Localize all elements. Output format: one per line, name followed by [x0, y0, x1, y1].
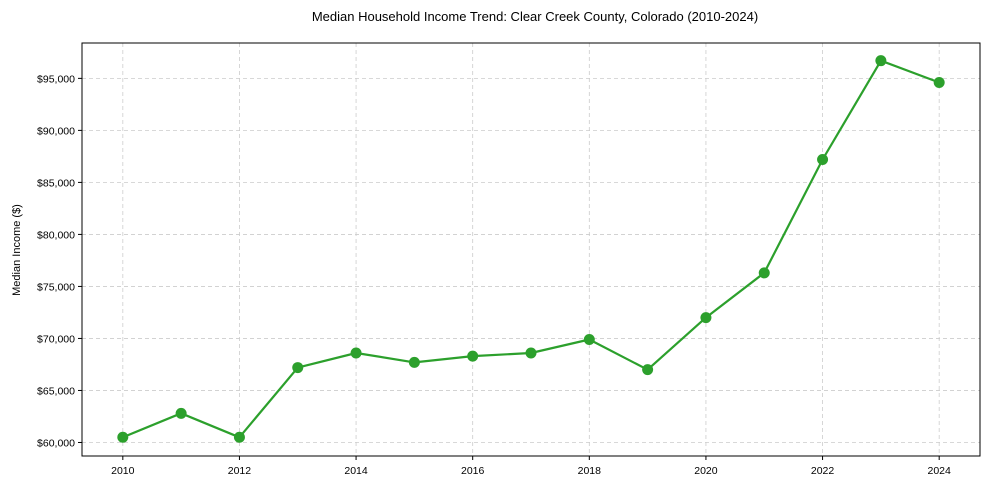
- y-axis-ticks: $60,000 $65,000 $70,000 $75,000 $80,000 $85,0…: [37, 73, 82, 449]
- chart-title: Median Household Income Trend: Clear Cre…: [312, 9, 758, 24]
- data-point-marker: [175, 407, 187, 419]
- plot-area-frame: [81, 42, 981, 457]
- data-point-marker: [700, 312, 712, 324]
- data-point-marker: [758, 267, 770, 279]
- y-axis-label: Median Income ($): [11, 204, 23, 296]
- gridlines: [82, 43, 980, 456]
- y-tick-label: $95,000: [37, 73, 75, 85]
- y-tick-label: $70,000: [37, 333, 75, 345]
- series-median-income: [117, 55, 945, 443]
- data-point-marker: [933, 77, 945, 89]
- y-tick-label: $90,000: [37, 125, 75, 137]
- x-tick-label: 2020: [694, 465, 718, 477]
- x-axis-ticks: 2010 2012 2014 2016 2018 2020 2022 2024: [111, 456, 951, 477]
- x-tick-label: 2012: [228, 465, 252, 477]
- y-tick-label: $60,000: [37, 437, 75, 449]
- data-point-marker: [817, 154, 829, 166]
- x-tick-label: 2016: [461, 465, 485, 477]
- x-tick-label: 2018: [578, 465, 602, 477]
- data-line: [122, 59, 940, 439]
- x-tick-label: 2024: [928, 465, 952, 477]
- data-point-marker: [350, 347, 362, 359]
- data-point-marker: [408, 356, 420, 368]
- data-point-marker: [875, 55, 887, 67]
- data-point-marker: [642, 364, 654, 376]
- y-tick-label: $80,000: [37, 229, 75, 241]
- x-tick-label: 2014: [344, 465, 368, 477]
- y-tick-label: $65,000: [37, 385, 75, 397]
- data-point-marker: [467, 350, 479, 362]
- data-point-marker: [292, 362, 304, 374]
- data-point-marker: [583, 333, 595, 345]
- data-point-marker: [233, 431, 245, 443]
- x-tick-label: 2010: [111, 465, 135, 477]
- data-point-marker: [117, 431, 129, 443]
- y-tick-label: $75,000: [37, 281, 75, 293]
- data-point-marker: [525, 347, 537, 359]
- x-tick-label: 2022: [811, 465, 835, 477]
- y-tick-label: $85,000: [37, 177, 75, 189]
